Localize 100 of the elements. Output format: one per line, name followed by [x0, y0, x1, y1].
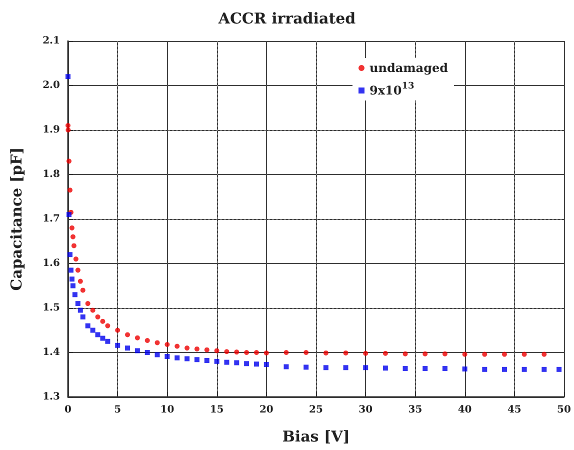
point — [194, 346, 200, 352]
x-axis-title: Bias [V] — [282, 428, 350, 446]
x-tick-label: 20 — [259, 404, 274, 416]
point — [343, 350, 348, 356]
y-tick-label: 2.0 — [42, 80, 60, 91]
point — [71, 243, 76, 248]
point — [402, 351, 408, 356]
y-tick-label: 1.3 — [42, 392, 60, 402]
point — [382, 350, 388, 356]
x-tick-label: 5 — [114, 404, 122, 416]
point — [105, 323, 110, 328]
point — [482, 366, 488, 372]
point — [68, 268, 74, 273]
point — [502, 352, 507, 357]
point — [502, 366, 507, 372]
point — [164, 342, 170, 347]
point — [214, 348, 220, 354]
point — [542, 352, 547, 357]
point — [67, 252, 72, 258]
point — [105, 338, 110, 344]
point — [363, 365, 368, 370]
x-tick-label: 40 — [458, 404, 472, 416]
point — [90, 328, 96, 333]
y-tick-label: 2.1 — [42, 36, 60, 46]
point — [95, 332, 100, 338]
y-tick-label: 1.4 — [42, 347, 60, 358]
point — [323, 365, 328, 370]
x-tick-label: 10 — [160, 404, 174, 416]
chart-title: ACCR irradiated — [217, 10, 356, 28]
point — [95, 314, 100, 320]
y-tick-label: 1.9 — [42, 124, 60, 136]
point — [66, 128, 71, 132]
point — [284, 364, 289, 370]
point — [174, 344, 180, 349]
x-tick-label: 30 — [358, 404, 373, 416]
point — [304, 364, 309, 370]
point — [85, 301, 90, 306]
point — [184, 356, 190, 362]
point — [66, 212, 72, 218]
point — [85, 323, 90, 328]
point — [70, 234, 76, 240]
point — [78, 278, 83, 284]
x-tick-label: 35 — [408, 404, 422, 416]
point — [556, 366, 562, 372]
y-tick-label: 1.8 — [42, 169, 60, 180]
point — [174, 355, 180, 360]
point — [542, 366, 547, 372]
point — [134, 348, 140, 354]
point — [522, 352, 527, 357]
point — [214, 358, 220, 364]
point — [75, 301, 80, 306]
x-tick-label: 45 — [507, 404, 522, 416]
point — [264, 350, 269, 356]
y-tick-label: 1.7 — [42, 214, 60, 224]
point — [80, 288, 86, 293]
point — [422, 366, 428, 372]
point — [462, 352, 468, 357]
point — [244, 361, 250, 366]
x-tick-label: 50 — [557, 404, 571, 416]
point — [78, 308, 83, 313]
point — [442, 366, 448, 372]
point — [204, 358, 210, 364]
x-tick-label: 15 — [210, 404, 224, 416]
y-tick-label: 1.5 — [42, 302, 60, 314]
point — [204, 347, 210, 352]
point — [70, 283, 76, 288]
point — [125, 332, 130, 338]
point — [144, 338, 150, 343]
point — [80, 314, 86, 320]
point — [382, 366, 388, 371]
point — [115, 342, 120, 348]
point — [154, 340, 160, 346]
point — [482, 352, 488, 357]
point — [66, 74, 70, 80]
point — [194, 357, 200, 362]
point — [164, 354, 170, 360]
point — [323, 350, 328, 356]
point — [66, 158, 72, 164]
point — [73, 256, 78, 262]
legend-label: undamaged — [369, 61, 449, 75]
point — [72, 292, 78, 298]
point — [304, 350, 309, 355]
point — [462, 366, 468, 372]
x-tick-label: 0 — [64, 404, 72, 416]
point — [134, 335, 140, 340]
point — [184, 346, 190, 351]
point — [234, 350, 240, 355]
point — [154, 352, 160, 358]
point — [244, 350, 250, 355]
point — [75, 268, 80, 273]
point — [144, 350, 150, 355]
point — [125, 346, 130, 351]
point — [234, 360, 240, 366]
point — [224, 349, 230, 354]
point — [254, 362, 259, 367]
point — [100, 318, 106, 324]
y-tick-label: 1.6 — [42, 258, 60, 269]
point — [284, 350, 289, 355]
point — [90, 308, 96, 313]
point — [254, 350, 259, 355]
